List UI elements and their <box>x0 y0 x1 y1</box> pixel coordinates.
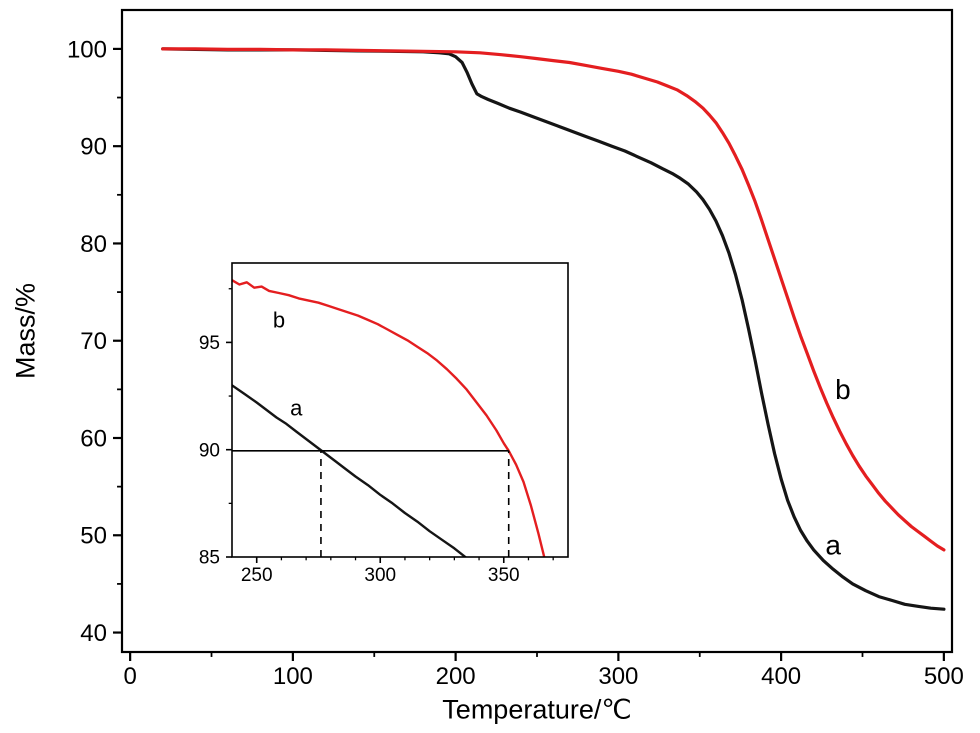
svg-text:60: 60 <box>80 425 107 452</box>
svg-text:350: 350 <box>488 565 520 586</box>
main-plot-curve-a <box>161 47 946 611</box>
main-plot-curve-b <box>161 47 946 552</box>
inset-plot-frame <box>231 262 569 558</box>
svg-text:500: 500 <box>924 663 964 690</box>
svg-text:70: 70 <box>80 328 107 355</box>
svg-text:0: 0 <box>123 663 136 690</box>
svg-text:100: 100 <box>273 663 313 690</box>
x-axis-title: Temperature/℃ <box>442 694 632 725</box>
svg-text:400: 400 <box>761 663 801 690</box>
main-plot-label-b: b <box>835 374 851 405</box>
main-plot-label-a: a <box>825 530 841 561</box>
inset-plot-label-b: b <box>273 307 285 332</box>
svg-text:300: 300 <box>598 663 638 690</box>
svg-text:90: 90 <box>199 440 220 461</box>
svg-text:80: 80 <box>80 231 107 258</box>
svg-text:100: 100 <box>67 36 107 63</box>
svg-text:90: 90 <box>80 134 107 161</box>
y-axis-title: Mass/% <box>10 282 41 380</box>
svg-text:50: 50 <box>80 523 107 550</box>
svg-text:95: 95 <box>199 333 220 354</box>
svg-text:40: 40 <box>80 620 107 647</box>
inset-plot: 250 300 350 85 90 95 a b <box>199 262 569 586</box>
inset-plot-curve-a <box>232 384 468 557</box>
svg-text:250: 250 <box>241 565 273 586</box>
svg-text:85: 85 <box>199 548 220 569</box>
svg-text:300: 300 <box>364 565 396 586</box>
inset-plot-label-a: a <box>290 395 303 420</box>
svg-text:200: 200 <box>436 663 476 690</box>
